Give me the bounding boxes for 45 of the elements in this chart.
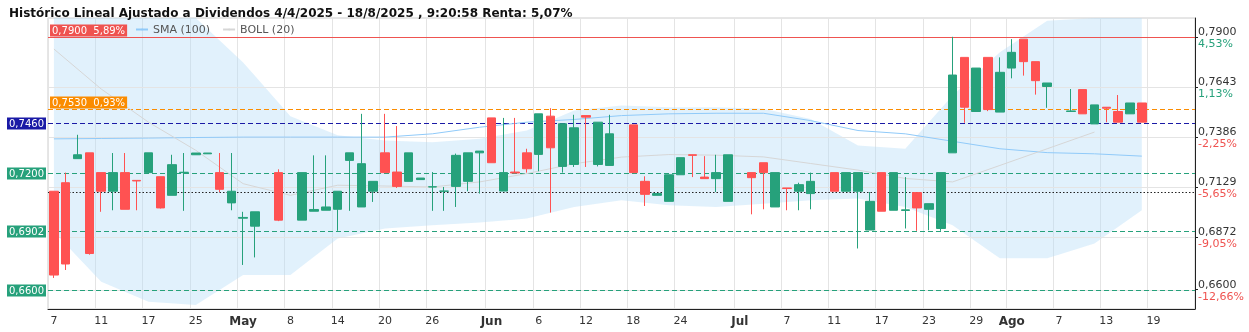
y-tick-label: 0,6872 [1198,224,1237,238]
ref-line-label: 0,7200 [9,168,44,179]
x-tick-label: 18 [626,314,641,327]
x-tick-label: Ago [998,314,1025,328]
x-tick-label: 7 [50,314,58,327]
text: 4,53% [1198,37,1233,51]
text: -5,65% [1198,186,1237,200]
x-tick-label: 8 [286,314,294,327]
x-tick-label: 12 [579,314,594,327]
text: -12,66% [1198,289,1244,303]
text: 1,13% [1198,87,1233,101]
legend-label: SMA (100) [153,23,211,36]
x-tick-label: 6 [535,314,543,327]
x-tick-label: 13 [1099,314,1114,327]
x-tick-label: 11 [827,314,842,327]
x-tick-label: 26 [425,314,440,327]
x-tick-label: May [229,314,258,328]
x-tick-label: 29 [969,314,984,327]
y-tick-label: 0,6600 [1198,277,1237,291]
y-tick-label: 0,7386 [1198,125,1237,139]
x-tick-label: 17 [141,314,156,327]
x-tick-label: 19 [1146,314,1161,327]
x-tick-label: 23 [921,314,936,327]
ref-line-label: 0,6902 [9,226,44,237]
text: -9,05% [1198,236,1237,250]
text: -2,25% [1198,137,1237,151]
x-tick-label: Jul [730,314,749,328]
x-tick-label: 25 [188,314,203,327]
x-tick-label: 7 [1055,314,1063,327]
ref-line-label: 0,6600 [9,285,44,296]
x-tick-label: 20 [378,314,393,327]
ref-line-label: 0,7900 5,89% [52,25,126,36]
y-tick-label: 0,7900 [1198,25,1237,39]
ref-line-label: 0,7460 [9,118,44,129]
ref-line-label: 0,7530 0,93% [52,97,126,108]
x-tick-label: Jun [479,314,503,328]
x-tick-label: 7 [783,314,791,327]
legend-label: BOLL (20) [240,23,295,36]
y-tick-label: 0,7643 [1198,75,1237,89]
x-tick-label: 14 [330,314,345,327]
y-tick-label: 0,7129 [1198,174,1237,188]
x-tick-label: 17 [874,314,889,327]
chart-title: Histórico Lineal Ajustado a Dividendos 4/4/2025 - 18/8/2025 , 9:20:58 Renta: 5,07% [9,6,573,20]
x-tick-label: 11 [94,314,109,327]
x-tick-label: 24 [673,314,688,327]
